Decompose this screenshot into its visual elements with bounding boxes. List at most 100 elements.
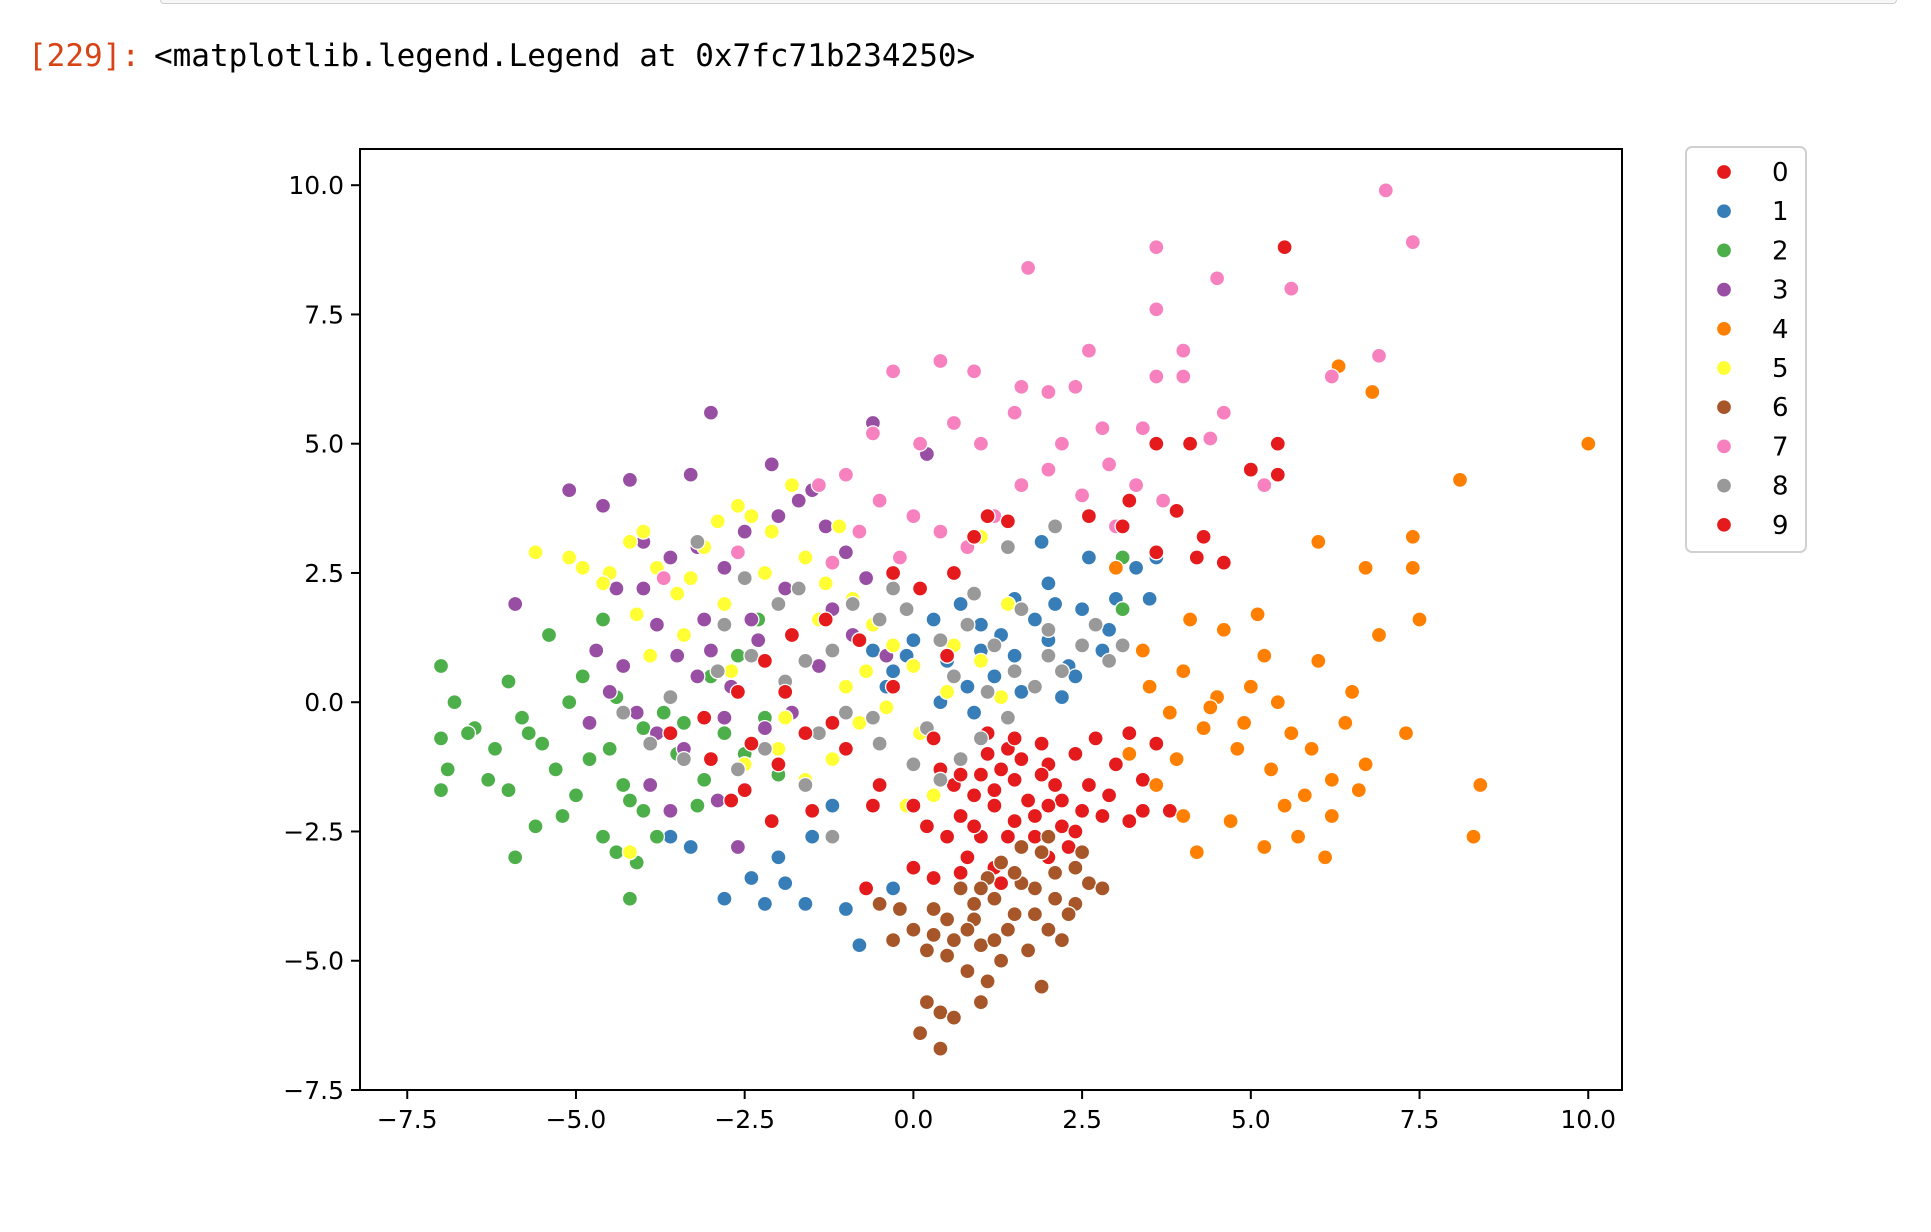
point-class-6	[1046, 864, 1064, 881]
point-class-1	[1141, 590, 1158, 607]
point-class-8	[999, 538, 1017, 556]
point-class-7	[1404, 233, 1421, 251]
point-class-6	[911, 1024, 929, 1042]
point-class-0	[1121, 725, 1138, 742]
point-class-2	[480, 771, 497, 788]
legend-marker	[1715, 399, 1733, 416]
point-class-9	[999, 513, 1017, 530]
point-class-5	[743, 507, 760, 525]
point-class-9	[797, 725, 814, 742]
point-class-9	[905, 859, 922, 876]
legend-label: 0	[1772, 158, 1789, 188]
point-class-7	[1040, 383, 1057, 401]
point-class-2	[635, 802, 652, 819]
point-class-4	[1222, 812, 1239, 830]
point-class-8	[1026, 678, 1044, 695]
point-class-5	[831, 518, 848, 535]
point-class-6	[945, 1009, 963, 1026]
point-class-0	[1006, 730, 1023, 747]
point-class-7	[1175, 342, 1192, 359]
legend-marker	[1715, 438, 1733, 455]
point-class-2	[574, 668, 591, 685]
point-class-8	[736, 569, 753, 587]
point-class-9	[777, 683, 794, 701]
point-class-9	[1148, 544, 1165, 561]
point-class-8	[662, 688, 679, 706]
y-tick-label: 2.5	[304, 559, 344, 588]
point-class-4	[1283, 725, 1300, 742]
point-class-5	[797, 549, 814, 566]
point-class-9	[1080, 507, 1098, 525]
point-class-6	[1046, 890, 1064, 907]
point-class-8	[1100, 652, 1118, 670]
point-class-9	[702, 750, 720, 768]
point-class-7	[1094, 420, 1111, 437]
point-class-8	[824, 642, 841, 659]
point-class-4	[1323, 771, 1340, 788]
point-class-3	[837, 544, 855, 561]
point-class-4	[1134, 642, 1151, 659]
point-class-3	[790, 492, 807, 509]
point-class-6	[1080, 875, 1098, 892]
point-class-8	[837, 704, 855, 721]
point-class-2	[432, 657, 450, 675]
legend-marker	[1715, 516, 1733, 533]
point-class-0	[1094, 807, 1111, 825]
point-class-4	[1229, 740, 1246, 757]
point-class-9	[1269, 435, 1286, 452]
point-class-9	[1181, 435, 1199, 452]
point-class-8	[864, 709, 882, 726]
point-class-5	[642, 647, 659, 664]
x-axis: −7.5 −5.0 −2.5 0.0 2.5 5.0 7.5 10.0	[377, 1090, 1616, 1134]
plot-frame	[359, 148, 1623, 1091]
point-class-6	[1094, 880, 1111, 897]
point-class-7	[864, 425, 882, 442]
point-class-1	[959, 678, 976, 695]
point-class-7	[1013, 476, 1030, 494]
point-class-8	[884, 580, 902, 597]
point-class-5	[770, 740, 787, 757]
point-class-3	[716, 559, 733, 576]
point-class-5	[729, 497, 747, 514]
point-class-3	[635, 580, 652, 597]
point-class-8	[844, 595, 861, 613]
point-class-4	[1472, 776, 1489, 794]
point-class-3	[763, 456, 780, 473]
legend-marker	[1715, 320, 1733, 337]
point-class-6	[992, 952, 1010, 969]
point-class-3	[743, 611, 760, 628]
point-class-2	[527, 818, 544, 835]
x-tick-label: −2.5	[714, 1105, 775, 1134]
point-class-6	[918, 993, 936, 1011]
y-tick-label: 10.0	[288, 171, 344, 200]
point-class-5	[628, 606, 645, 623]
point-class-9	[905, 797, 922, 814]
point-class-5	[992, 688, 1010, 706]
point-class-6	[959, 962, 976, 980]
point-class-5	[682, 569, 699, 587]
point-class-3	[729, 838, 747, 856]
point-class-1	[884, 663, 902, 680]
point-class-4	[1235, 714, 1253, 732]
x-tick-label: 10.0	[1560, 1105, 1616, 1134]
point-class-2	[621, 890, 639, 907]
point-class-4	[1181, 611, 1199, 628]
point-class-1	[716, 890, 733, 907]
point-class-9	[837, 740, 855, 757]
point-class-9	[1195, 528, 1212, 545]
point-class-1	[1013, 683, 1030, 701]
point-class-9	[925, 730, 942, 747]
point-class-9	[979, 507, 996, 525]
point-class-3	[756, 719, 774, 737]
point-class-9	[817, 611, 834, 628]
point-class-6	[1067, 859, 1084, 876]
point-class-4	[1107, 559, 1125, 576]
point-class-2	[716, 725, 733, 742]
point-class-7	[1256, 476, 1273, 494]
point-class-3	[608, 580, 625, 597]
point-class-2	[554, 807, 571, 825]
point-class-4	[1148, 776, 1165, 794]
point-class-3	[817, 518, 834, 535]
point-class-0	[1067, 745, 1084, 763]
point-class-4	[1370, 626, 1388, 644]
